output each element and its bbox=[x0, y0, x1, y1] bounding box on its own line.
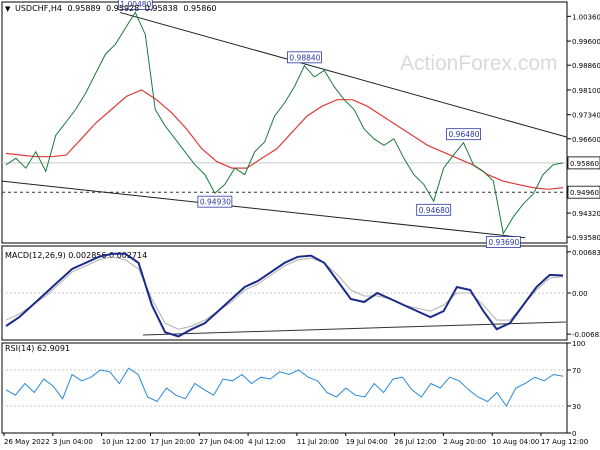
time-tick-label: 17 Jun 20:00 bbox=[150, 438, 194, 446]
time-tick-label: 3 Jun 04:00 bbox=[53, 438, 93, 446]
macd-panel: MACD(12,26,9) 0.002856 0.002714 0.006832… bbox=[2, 249, 600, 339]
time-tick-label: 4 Jul 12:00 bbox=[248, 438, 286, 446]
rsi-tick-label: 70 bbox=[572, 367, 581, 375]
time-tick-label: 2 Aug 20:00 bbox=[443, 438, 486, 446]
swing-label: 1.00480 bbox=[120, 0, 151, 9]
time-tick-label: 10 Aug 04:00 bbox=[492, 438, 539, 446]
dropdown-icon[interactable]: ▼ bbox=[5, 5, 11, 13]
symbol-high: 0.95928 bbox=[106, 4, 139, 13]
macd-main-line bbox=[5, 252, 564, 338]
moving-average-line bbox=[5, 89, 564, 190]
price-tick-label: 1.00360 bbox=[572, 13, 600, 21]
upper-trendline bbox=[119, 11, 568, 138]
price-grid bbox=[2, 162, 567, 193]
symbol-header: ▼ USDCHF,H4 0.95889 0.95928 0.95838 0.95… bbox=[5, 4, 217, 13]
swing-label: 0.94930 bbox=[200, 198, 231, 207]
svg-text:USDCHF,H4 0.95889: USDCHF,H4 0.95889 0.95928 0.95838 0.9586… bbox=[15, 4, 217, 13]
price-tick-label: 0.94320 bbox=[572, 210, 600, 218]
time-tick-label: 26 Jul 12:00 bbox=[395, 438, 437, 446]
price-tick-label: 0.99600 bbox=[572, 38, 600, 46]
support-level-label: 0.94960 bbox=[570, 189, 599, 197]
swing-label-box bbox=[117, 0, 153, 10]
macd-title: MACD(12,26,9) 0.002856 0.002714 bbox=[5, 251, 147, 260]
price-tick-label: 0.98860 bbox=[572, 62, 600, 70]
price-line bbox=[5, 11, 564, 235]
time-tick-label: 10 Jun 12:00 bbox=[102, 438, 146, 446]
macd-tick-label: 0.00 bbox=[572, 290, 588, 298]
price-axis: 1.00360 0.99600 0.98860 0.98100 0.97340 0.966… bbox=[567, 13, 600, 242]
price-panel: ActionForex.com 1.00480 0.94930 0.98840 0.9… bbox=[1, 0, 600, 248]
macd-axis: 0.006832 0.00 -0.00683 bbox=[567, 249, 600, 339]
lower-trendline bbox=[1, 180, 526, 239]
time-tick-label: 27 Jun 04:00 bbox=[199, 438, 243, 446]
time-axis: 26 May 2022 3 Jun 04:00 10 Jun 12:00 17 Jun… bbox=[3, 433, 588, 446]
current-price-label: 0.95860 bbox=[570, 160, 599, 168]
symbol-low: 0.95838 bbox=[145, 4, 178, 13]
panel-frame bbox=[1, 1, 568, 244]
swing-label-box bbox=[416, 203, 452, 216]
price-markers: 0.95860 0.94960 bbox=[567, 156, 600, 199]
rsi-title: RSI(14) 62.9091 bbox=[5, 344, 70, 353]
time-tick-label: 17 Aug 12:00 bbox=[541, 438, 588, 446]
macd-signal-line bbox=[5, 256, 564, 330]
swing-label-box bbox=[286, 51, 322, 64]
symbol-open: 0.95889 bbox=[68, 4, 101, 13]
symbol-name: USDCHF,H4 bbox=[15, 4, 62, 13]
rsi-tick-label: 30 bbox=[572, 403, 581, 411]
swing-label: 0.93690 bbox=[488, 238, 519, 247]
current-price-label-box bbox=[567, 156, 600, 170]
panel-frame bbox=[1, 342, 568, 434]
symbol-close: 0.95860 bbox=[183, 4, 216, 13]
rsi-panel: RSI(14) 62.9091 100 70 30 0 bbox=[2, 340, 585, 438]
price-tick-label: 0.97340 bbox=[572, 112, 600, 120]
price-tick-label: 0.96600 bbox=[572, 136, 600, 144]
trendlines bbox=[1, 11, 568, 239]
macd-tick-label: -0.00683 bbox=[572, 331, 600, 339]
swing-labels: 1.00480 0.94930 0.98840 0.94680 0.96480 0.936… bbox=[117, 0, 521, 248]
time-tick-label: 26 May 2022 bbox=[4, 438, 50, 446]
price-tick-label: 0.93580 bbox=[572, 234, 600, 242]
price-tick-label: 0.98100 bbox=[572, 87, 600, 95]
rsi-line bbox=[5, 367, 564, 407]
rsi-tick-label: 0 bbox=[572, 430, 576, 438]
rsi-grid bbox=[2, 369, 567, 407]
rsi-axis: 100 70 30 0 bbox=[567, 340, 585, 438]
swing-label: 0.98840 bbox=[289, 53, 320, 62]
time-tick-label: 11 Jul 20:00 bbox=[297, 438, 339, 446]
support-level-label-box bbox=[567, 185, 600, 199]
time-tick-label: 19 Jul 04:00 bbox=[346, 438, 388, 446]
macd-trendline bbox=[142, 321, 567, 336]
swing-label-box bbox=[197, 195, 233, 208]
watermark: ActionForex.com bbox=[400, 52, 558, 75]
swing-label: 0.94680 bbox=[419, 206, 450, 215]
swing-label-box bbox=[485, 236, 521, 248]
rsi-tick-label: 100 bbox=[572, 340, 585, 348]
swing-label-box bbox=[446, 128, 481, 141]
macd-tick-label: 0.006832 bbox=[572, 249, 600, 257]
swing-label: 0.96480 bbox=[449, 130, 480, 139]
